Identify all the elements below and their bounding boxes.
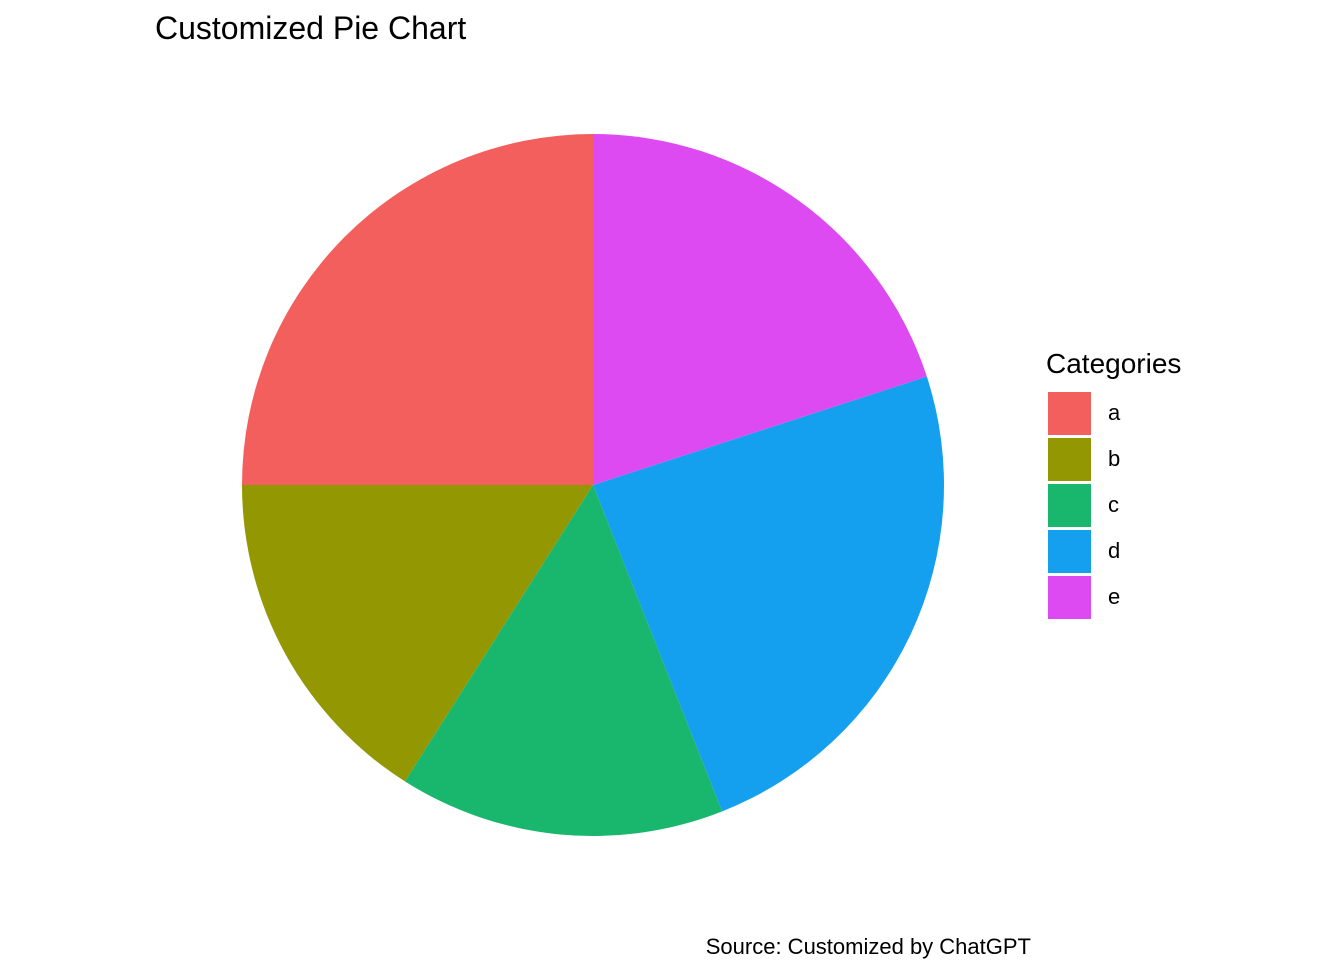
- pie-slice-d: [593, 376, 944, 812]
- legend-swatch-d: [1048, 529, 1091, 573]
- pie-slice-e: [593, 133, 927, 486]
- pie-slice-a: [242, 134, 593, 485]
- legend-swatch-b: [1048, 437, 1091, 481]
- legend-swatch-e: [1048, 575, 1091, 619]
- legend-label-c: c: [1108, 492, 1119, 517]
- legend-item-d: d: [1046, 528, 1181, 574]
- chart-title: Customized Pie Chart: [155, 10, 467, 46]
- pie-slice-b: [242, 485, 593, 782]
- legend-label-b: b: [1108, 446, 1121, 471]
- pie-slice-c: [404, 485, 723, 837]
- legend-item-b: b: [1046, 436, 1181, 482]
- legend-label-d: d: [1108, 538, 1121, 563]
- legend-label-e: e: [1108, 584, 1121, 609]
- legend-item-c: c: [1046, 482, 1181, 528]
- legend-item-e: e: [1046, 574, 1181, 620]
- legend-swatch-a: [1048, 391, 1091, 435]
- legend-title: Categories: [1046, 348, 1182, 379]
- legend-swatch-c: [1048, 483, 1091, 527]
- chart-caption: Source: Customized by ChatGPT: [705, 934, 1031, 959]
- legend-label-a: a: [1108, 400, 1121, 425]
- legend-item-a: a: [1046, 390, 1181, 436]
